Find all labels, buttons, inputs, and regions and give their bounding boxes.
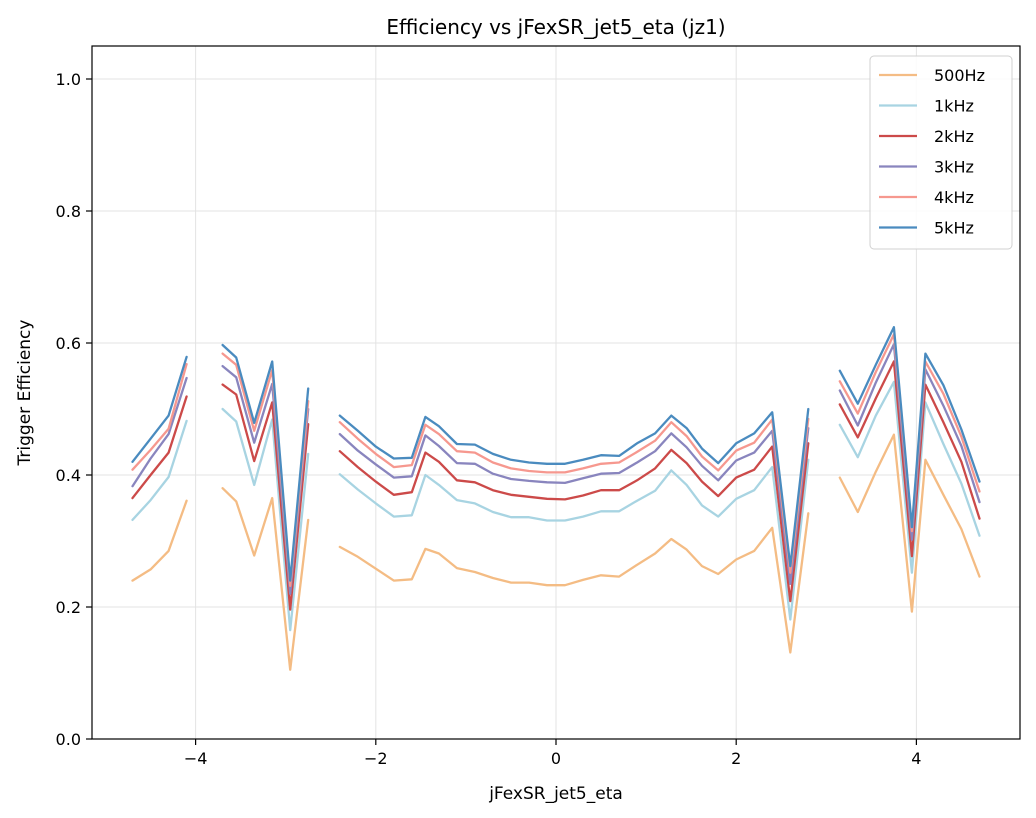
grid-lines (92, 46, 1020, 740)
legend-label: 5kHz (934, 219, 974, 238)
chart-title: Efficiency vs jFexSR_jet5_eta (jz1) (386, 15, 725, 39)
legend-label: 500Hz (934, 66, 985, 85)
series-line-500hz (131, 433, 981, 671)
series-line-1khz (131, 380, 981, 632)
y-tick-label: 0.0 (56, 730, 81, 749)
series-line-2khz (131, 360, 981, 611)
legend-label: 4kHz (934, 188, 974, 207)
x-tick-label: −2 (364, 749, 388, 768)
x-tick-label: 2 (731, 749, 741, 768)
x-tick-label: −4 (184, 749, 208, 768)
series-line-3khz (131, 343, 981, 595)
y-tick-label: 0.4 (56, 466, 81, 485)
x-axis-ticks: −4 −2 0 2 4 (184, 739, 921, 768)
y-tick-label: 1.0 (56, 70, 81, 89)
series-line-5khz (131, 326, 981, 582)
legend-label: 1kHz (934, 97, 974, 116)
series-line-4khz (131, 333, 981, 588)
y-tick-label: 0.8 (56, 202, 81, 221)
legend-label: 2kHz (934, 127, 974, 146)
legend: 500Hz 1kHz 2kHz 3kHz 4kHz 5kHz (869, 55, 1013, 250)
y-tick-label: 0.6 (56, 334, 81, 353)
y-axis-ticks: 0.0 0.2 0.4 0.6 0.8 1.0 (56, 70, 92, 749)
x-axis-title: jFexSR_jet5_eta (488, 784, 623, 804)
x-tick-label: 0 (551, 749, 561, 768)
legend-box (869, 55, 1013, 250)
series-lines (131, 326, 981, 671)
y-tick-label: 0.2 (56, 598, 81, 617)
y-axis-title: Trigger Efficiency (15, 320, 35, 467)
legend-label: 3kHz (934, 158, 974, 177)
x-tick-label: 4 (911, 749, 921, 768)
